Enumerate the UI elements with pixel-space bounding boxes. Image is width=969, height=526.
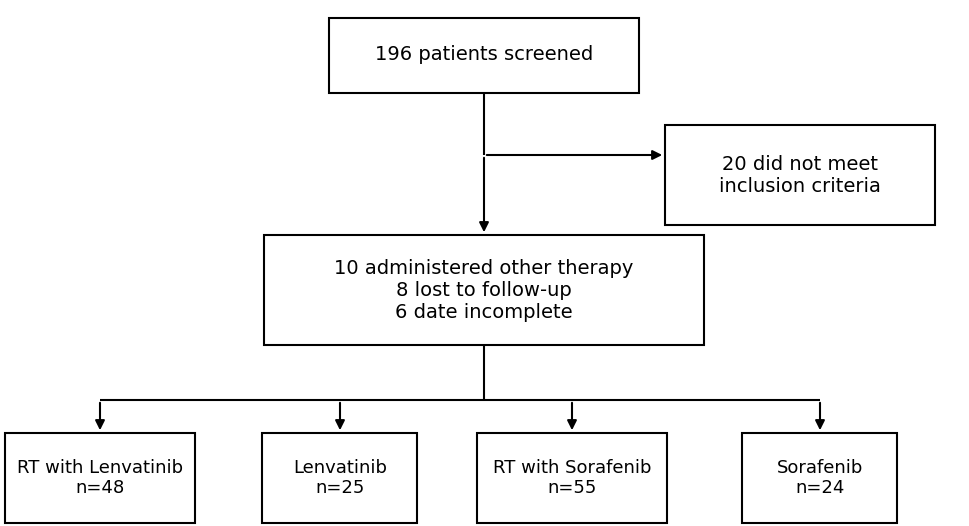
- Text: RT with Lenvatinib
n=48: RT with Lenvatinib n=48: [16, 459, 183, 498]
- FancyBboxPatch shape: [665, 125, 935, 225]
- FancyBboxPatch shape: [477, 433, 667, 523]
- Text: Sorafenib
n=24: Sorafenib n=24: [777, 459, 863, 498]
- Text: 10 administered other therapy
8 lost to follow-up
6 date incomplete: 10 administered other therapy 8 lost to …: [334, 258, 634, 321]
- FancyBboxPatch shape: [742, 433, 897, 523]
- FancyBboxPatch shape: [329, 17, 639, 93]
- Text: Lenvatinib
n=25: Lenvatinib n=25: [293, 459, 387, 498]
- FancyBboxPatch shape: [264, 235, 704, 345]
- FancyBboxPatch shape: [263, 433, 418, 523]
- Text: 196 patients screened: 196 patients screened: [375, 46, 593, 65]
- Text: 20 did not meet
inclusion criteria: 20 did not meet inclusion criteria: [719, 155, 881, 196]
- Text: RT with Sorafenib
n=55: RT with Sorafenib n=55: [493, 459, 651, 498]
- FancyBboxPatch shape: [5, 433, 195, 523]
